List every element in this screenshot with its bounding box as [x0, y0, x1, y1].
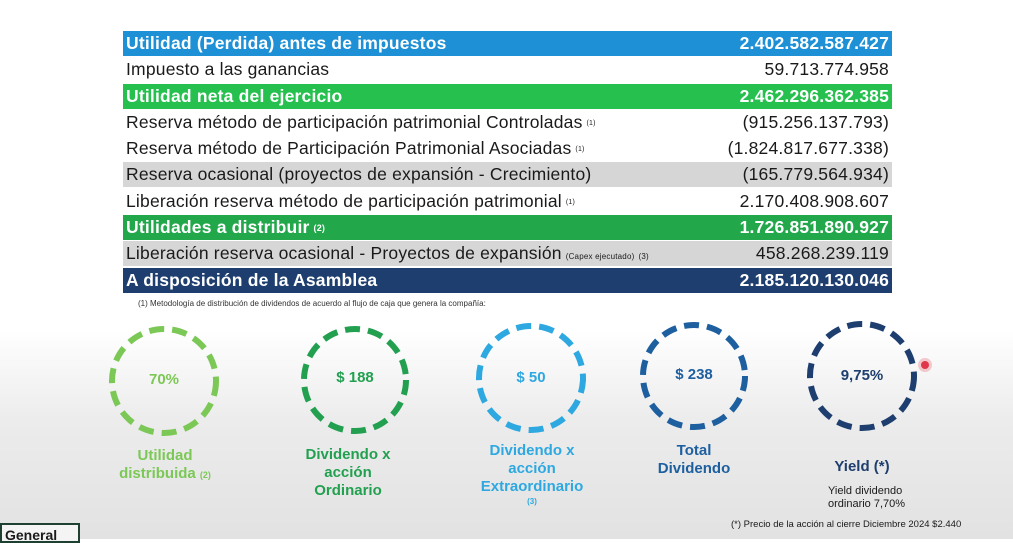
kpi-label: Dividendo x acción Ordinario	[305, 446, 391, 499]
table-row-reserva-asociadas: Reserva método de Participación Patrimon…	[123, 136, 892, 162]
price-note: (*) Precio de la acción al cierre Diciem…	[731, 519, 962, 530]
income-distribution-table: Utilidad (Perdida) antes de impuestos 2.…	[123, 31, 892, 294]
row-note: (1)	[575, 146, 585, 154]
kpi-value: $ 188	[336, 369, 374, 386]
row-label: Reserva ocasional (proyectos de expansió…	[126, 164, 592, 185]
kpi-yield: 9,75%	[803, 318, 921, 434]
table-row-liberacion-reserva: Liberación reserva método de participaci…	[123, 188, 892, 214]
kpi-dividendo-extraordinario: $ 50	[471, 320, 591, 436]
row-note: (Capex ejecutado)	[565, 252, 635, 262]
methodology-footnote: (1) Metodología de distribución de divid…	[138, 299, 486, 308]
row-value: (915.256.137.793)	[742, 111, 889, 132]
kpi-label: Yield (*)	[834, 458, 890, 475]
table-row-impuesto: Impuesto a las ganancias 59.713.774.958	[123, 57, 892, 83]
row-note: (2)	[313, 223, 326, 234]
row-label: A disposición de la Asamblea	[126, 269, 378, 290]
table-row-liberacion-ocasional: Liberación reserva ocasional - Proyectos…	[123, 241, 892, 267]
row-value: 2.170.408.908.607	[739, 190, 889, 211]
row-value: 1.726.851.890.927	[739, 217, 889, 238]
row-note-2: (3)	[638, 252, 649, 262]
kpi-dividendo-ordinario: $ 188	[297, 323, 413, 437]
table-row-utilidad-antes-impuestos: Utilidad (Perdida) antes de impuestos 2.…	[123, 31, 892, 56]
row-label: Liberación reserva ocasional - Proyectos…	[126, 243, 562, 264]
table-row-reserva-ocasional: Reserva ocasional (proyectos de expansió…	[123, 162, 892, 188]
row-value: 59.713.774.958	[764, 59, 889, 80]
row-label: Utilidad neta del ejercicio	[126, 85, 343, 106]
kpi-label: Utilidad distribuida (2)	[119, 447, 211, 482]
kpi-value: $ 238	[675, 366, 713, 383]
dashed-ring-icon	[301, 326, 409, 434]
kpi-value: 70%	[148, 371, 180, 388]
kpi-value: $ 50	[516, 369, 546, 386]
row-value: (165.779.564.934)	[742, 164, 889, 185]
dashed-ring-icon	[807, 321, 917, 431]
row-label: Reserva método de participación patrimon…	[126, 111, 583, 132]
kpi-label: Total Dividendo	[657, 442, 731, 477]
row-label: Utilidades a distribuir	[126, 217, 310, 238]
row-label: Utilidad (Perdida) antes de impuestos	[126, 33, 447, 53]
row-value: 2.402.582.587.427	[739, 33, 889, 53]
kpi-value: 9,75%	[840, 367, 884, 384]
table-row-utilidad-neta: Utilidad neta del ejercicio 2.462.296.36…	[123, 83, 892, 109]
dashed-ring-icon	[640, 322, 748, 430]
table-row-reserva-controladas: Reserva método de participación patrimon…	[123, 109, 892, 135]
row-label: Reserva método de Participación Patrimon…	[126, 138, 572, 159]
row-value: 2.185.120.130.046	[739, 269, 889, 290]
kpi-utilidad-distribuida: 70%	[104, 323, 224, 439]
laser-pointer-icon	[921, 361, 929, 369]
row-note: (1)	[586, 119, 596, 127]
kpi-label: Dividendo x acción Extraordinario (3)	[480, 442, 584, 506]
dashed-ring-icon	[476, 323, 586, 433]
row-value: 458.268.239.119	[755, 243, 889, 264]
table-row-disposicion-asamblea: A disposición de la Asamblea 2.185.120.1…	[123, 267, 892, 293]
row-label: Impuesto a las ganancias	[126, 59, 330, 80]
table-row-utilidades-distribuir: Utilidades a distribuir (2) 1.726.851.890…	[123, 215, 892, 241]
row-label: Liberación reserva método de participaci…	[126, 190, 562, 211]
general-tab[interactable]: General	[0, 523, 80, 543]
row-value: (1.824.817.677.338)	[727, 138, 889, 159]
row-value: 2.462.296.362.385	[739, 85, 889, 106]
yield-note: Yield dividendo ordinario 7,70%	[828, 485, 906, 510]
row-note: (1)	[565, 198, 576, 206]
dashed-ring-icon	[109, 326, 219, 436]
kpi-total-dividendo: $ 238	[635, 319, 753, 433]
